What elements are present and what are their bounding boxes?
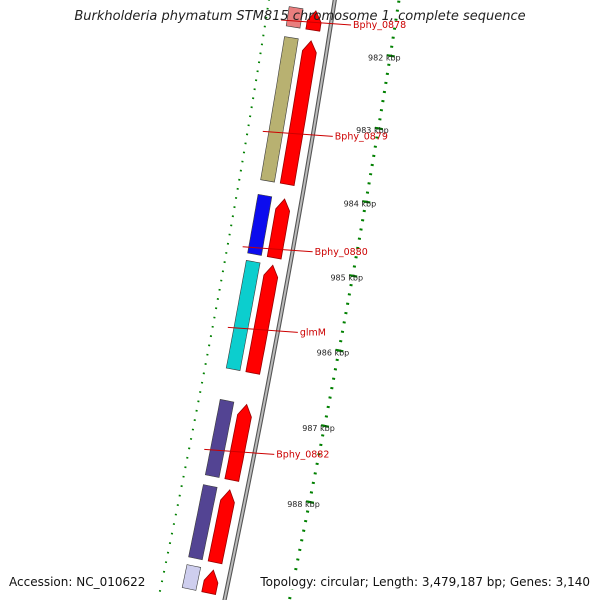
cds-arrow <box>245 264 279 375</box>
scale-dot <box>313 472 317 475</box>
cds-arrow <box>266 198 291 260</box>
label-leader <box>280 19 352 26</box>
scale-dot <box>305 510 310 513</box>
scale-dot <box>309 491 314 494</box>
cds-arrow <box>224 403 252 482</box>
tick-label: 982 kbp <box>368 53 401 62</box>
major-tick <box>305 500 315 504</box>
tick-label: 986 kbp <box>317 348 350 357</box>
scale-dot <box>365 191 370 194</box>
major-tick <box>335 348 344 353</box>
scale-dot <box>319 443 323 447</box>
gene-arrow <box>247 193 273 256</box>
scale-dot <box>298 548 302 552</box>
scale-dot <box>367 182 371 185</box>
label-leader <box>242 246 313 253</box>
gene-arrow <box>188 484 218 561</box>
scale-dot <box>331 377 336 380</box>
tick-label: 988 kbp <box>287 500 320 509</box>
gene-label: Bphy_0882 <box>276 449 329 460</box>
topology-summary-text: Topology: circular; Length: 3,479,187 bp… <box>257 575 590 589</box>
gene-arrow <box>285 6 304 29</box>
cds-arrow <box>279 40 317 186</box>
cds-arrow <box>201 569 219 595</box>
scale-dot <box>296 558 300 561</box>
scale-dot <box>333 368 338 371</box>
gene-arrow <box>181 564 202 591</box>
major-tick <box>362 200 371 204</box>
scale-dot <box>302 529 306 532</box>
label-leader <box>204 448 275 455</box>
chromosome-backbone <box>222 0 337 600</box>
scale-dot <box>370 163 374 167</box>
scale-dot <box>317 453 321 456</box>
scale-dot <box>349 283 353 287</box>
scale-dot <box>330 386 334 390</box>
scale-dot <box>294 567 298 571</box>
scale-dot <box>357 237 362 240</box>
major-tick <box>386 54 395 58</box>
map-title: Burkholderia phymatum STM815 chromosome … <box>74 9 526 24</box>
gene-track <box>181 6 322 595</box>
scale-dot <box>368 172 373 176</box>
label-leader <box>227 326 298 333</box>
scale-dot <box>340 330 345 334</box>
gene-labels: Bphy_0878 Bphy_0879 Bphy_0880 glmM Bphy_0882 <box>204 19 406 460</box>
scale-dot <box>360 218 365 222</box>
cds-arrow <box>207 489 235 565</box>
gene-arrow <box>225 260 261 371</box>
scale-dot <box>359 228 363 231</box>
gene-arrow <box>260 36 299 183</box>
scale-dot <box>315 462 319 466</box>
scale-dot <box>328 396 332 399</box>
scale-dot <box>288 596 292 600</box>
scale-dot <box>321 434 325 437</box>
scale-dot <box>362 209 366 213</box>
scale-dot <box>339 339 343 343</box>
accession-text: Accession: NC_010622 <box>9 575 149 589</box>
scale-dot <box>342 321 346 324</box>
tick-label: 984 kbp <box>344 200 377 209</box>
gene-label: Bphy_0879 <box>335 131 388 142</box>
scale-dot <box>311 481 315 485</box>
backbone-line <box>223 0 336 600</box>
scale-dot <box>372 154 376 158</box>
scale-dot <box>300 539 304 542</box>
major-tick <box>374 126 384 131</box>
scale-dot <box>354 255 358 259</box>
scale-dot <box>335 358 339 362</box>
scale-dot <box>347 293 352 296</box>
tick-label: 983 kbp <box>356 126 389 135</box>
tick-label: 985 kbp <box>330 274 363 283</box>
gene-arrow <box>204 399 235 478</box>
scale-dot <box>324 415 329 418</box>
scale-dot <box>345 302 350 306</box>
scale-dot <box>344 311 348 315</box>
gene-label: Bphy_0880 <box>315 247 368 258</box>
tick-label: 987 kbp <box>302 424 335 433</box>
scale-dot <box>326 405 330 409</box>
gene-label: Bphy_0878 <box>353 20 406 31</box>
major-tick <box>320 424 330 428</box>
label-leader <box>262 130 333 137</box>
major-tick <box>349 274 358 278</box>
scale-dot <box>352 265 357 268</box>
scale-dot <box>303 519 308 523</box>
gene-label: glmM <box>300 327 326 338</box>
scale-dot <box>356 246 360 250</box>
